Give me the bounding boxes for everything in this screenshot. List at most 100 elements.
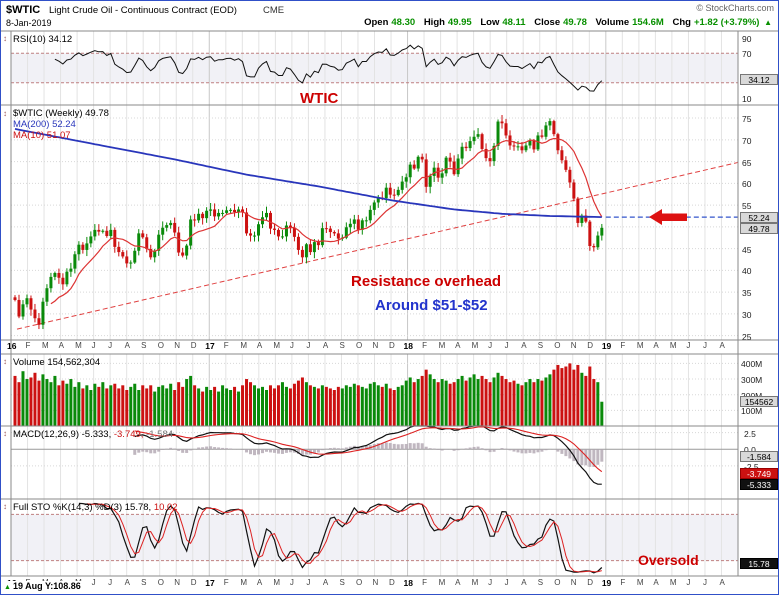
sto-panel-resize-icon: ↕ bbox=[3, 502, 7, 511]
volume-axis-tick: 400M bbox=[741, 359, 763, 370]
x-axis-label: D bbox=[190, 578, 197, 587]
volume-value: 154.6M bbox=[632, 17, 664, 28]
x-axis-label: F bbox=[620, 578, 626, 587]
x-axis-label: O bbox=[554, 578, 561, 587]
x-axis-label: A bbox=[322, 578, 329, 587]
price-axis-tick: 40 bbox=[742, 266, 752, 277]
quote-strip: Open 48.30 High 49.95 Low 48.11 Close 49.78 … bbox=[358, 17, 772, 28]
chg-value: +1.82 (+3.79%) bbox=[693, 17, 760, 28]
price-axis-tick: 35 bbox=[742, 288, 752, 299]
x-axis-label: J bbox=[702, 341, 707, 350]
x-axis-label: D bbox=[587, 341, 594, 350]
x-axis-label: A bbox=[124, 341, 130, 350]
volume-panel-resize-icon: ↕ bbox=[3, 357, 7, 366]
volume-label: Volume bbox=[595, 17, 630, 28]
x-axis-label: M bbox=[636, 341, 644, 350]
x-axis-label: 17 bbox=[205, 341, 215, 351]
close-value: 49.78 bbox=[563, 17, 587, 28]
rsi-panel-label: RSI(10) 34.12 bbox=[13, 34, 73, 45]
x-axis-label: A bbox=[653, 578, 659, 587]
x-axis-label: A bbox=[256, 578, 263, 587]
x-axis-label: N bbox=[372, 341, 379, 350]
x-axis-label: A bbox=[124, 578, 130, 587]
annotation-resistance: Resistance overhead bbox=[351, 273, 502, 290]
price-axis-tick: 75 bbox=[742, 114, 752, 125]
x-axis-label: M bbox=[273, 578, 281, 587]
x-axis-label: M bbox=[669, 341, 677, 350]
x-axis-label: D bbox=[389, 578, 395, 587]
x-axis-label: N bbox=[570, 578, 577, 587]
x-axis-label: J bbox=[686, 341, 691, 350]
x-axis-label: F bbox=[223, 341, 229, 350]
sto-value-box: 15.78 bbox=[740, 558, 778, 569]
x-axis-label: J bbox=[108, 341, 113, 350]
chart-title: Light Crude Oil - Continuous Contract (E… bbox=[49, 5, 237, 16]
crosshair-readout: ▲ 19 Aug Y:108.86 bbox=[2, 581, 86, 591]
x-axis-label: D bbox=[587, 578, 594, 587]
copyright: © StockCharts.com bbox=[696, 3, 774, 13]
x-axis-label: 19 bbox=[601, 578, 612, 588]
x-axis-label: O bbox=[355, 341, 363, 350]
volume-axis-tick: 300M bbox=[741, 375, 763, 386]
x-axis-label: J bbox=[306, 341, 311, 350]
x-axis-label: A bbox=[521, 341, 527, 350]
up-arrow-icon: ▲ bbox=[764, 18, 772, 27]
resistance-arrow-icon bbox=[649, 209, 687, 225]
x-axis-label: 19 bbox=[601, 341, 612, 351]
x-axis-label: M bbox=[471, 578, 479, 587]
macd-panel-label: MACD(12,26,9) -5.333, -3.749, -1.584 bbox=[13, 429, 174, 440]
low-label: Low bbox=[480, 17, 500, 28]
x-axis-label: M bbox=[669, 578, 677, 587]
volume-panel-label: Volume 154,562,304 bbox=[13, 357, 101, 368]
price-axis-tick: 30 bbox=[742, 309, 752, 320]
x-axis-label: O bbox=[554, 341, 561, 350]
x-axis-label: S bbox=[537, 578, 544, 587]
price-panel-resize-icon: ↕ bbox=[3, 109, 7, 118]
volume-axis-tick: 100M bbox=[741, 406, 763, 417]
price-axis-tick: 45 bbox=[742, 244, 752, 255]
x-axis-label: A bbox=[719, 341, 725, 350]
close-label: Close bbox=[534, 17, 561, 28]
volume-value-box: 154562 bbox=[740, 396, 778, 407]
x-axis-label: M bbox=[471, 341, 479, 350]
price-axis-tick: 60 bbox=[742, 179, 752, 190]
chart-date: 8-Jan-2019 bbox=[6, 18, 52, 28]
x-axis-label: J bbox=[91, 578, 96, 587]
x-axis-label: M bbox=[438, 341, 446, 350]
x-axis-label: J bbox=[108, 578, 113, 587]
low-value: 48.11 bbox=[502, 17, 526, 28]
x-axis-label: D bbox=[389, 341, 395, 350]
x-axis-label: F bbox=[25, 341, 31, 350]
high-value: 49.95 bbox=[447, 17, 472, 28]
x-axis-label: A bbox=[719, 578, 725, 587]
x-axis-label: O bbox=[157, 341, 164, 350]
annotation-wtic: WTIC bbox=[300, 90, 339, 107]
x-axis-label: J bbox=[289, 578, 294, 587]
x-axis-label: M bbox=[636, 578, 644, 587]
x-axis-label: S bbox=[141, 341, 147, 350]
open-value: 48.30 bbox=[391, 17, 416, 28]
x-axis-label: J bbox=[686, 578, 691, 587]
x-axis-label: J bbox=[306, 578, 311, 587]
x-axis-label: S bbox=[339, 578, 345, 587]
x-axis-label: F bbox=[422, 578, 427, 587]
annotation-oversold: Oversold bbox=[638, 552, 699, 568]
price-axis-tick: 65 bbox=[742, 157, 752, 168]
rsi-axis-tick: 10 bbox=[742, 93, 752, 104]
x-axis-label: D bbox=[190, 341, 197, 350]
x-axis-label: S bbox=[339, 341, 345, 350]
x-axis-label: S bbox=[537, 341, 544, 350]
macd-panel-resize-icon: ↕ bbox=[3, 429, 7, 438]
x-axis-label: A bbox=[455, 578, 461, 587]
macd-signal-box: -3.749 bbox=[740, 468, 778, 479]
x-axis-label: 17 bbox=[205, 578, 215, 588]
close-price-box: 49.78 bbox=[740, 223, 778, 234]
x-axis-label: J bbox=[91, 341, 96, 350]
x-axis-label: M bbox=[75, 341, 82, 350]
cursor-icon: ▲ bbox=[4, 584, 11, 591]
x-axis-label: A bbox=[256, 341, 263, 350]
x-axis-label: J bbox=[702, 578, 707, 587]
ma10-legend: MA(10) 51.07 bbox=[13, 130, 71, 141]
open-label: Open bbox=[364, 17, 389, 28]
